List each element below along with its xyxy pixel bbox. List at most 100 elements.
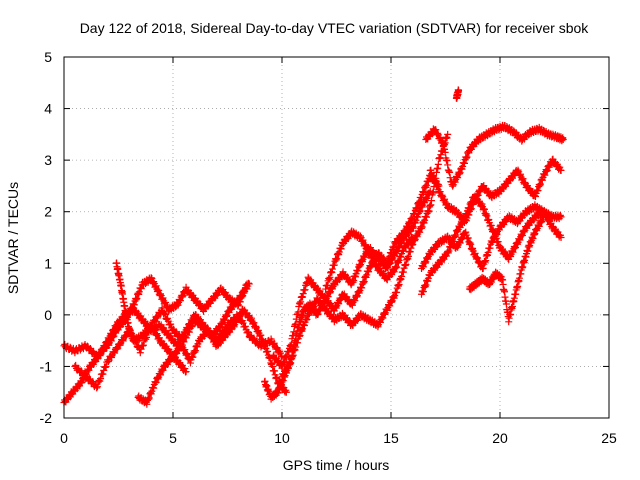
data-point-marker — [451, 232, 459, 240]
data-point-marker — [290, 347, 298, 355]
data-point-marker — [150, 318, 158, 326]
data-point-marker — [285, 348, 293, 356]
data-point-marker — [532, 193, 540, 201]
data-point-marker — [264, 347, 272, 355]
data-point-marker — [99, 370, 107, 378]
series-track-g — [269, 187, 434, 372]
data-point-marker — [259, 338, 267, 346]
data-point-marker — [409, 234, 417, 241]
data-point-marker — [334, 249, 342, 257]
data-point-marker — [556, 212, 564, 220]
data-point-marker — [457, 164, 465, 172]
data-point-marker — [429, 172, 437, 180]
data-point-marker — [536, 182, 544, 190]
series-track-n — [465, 213, 548, 326]
data-point-marker — [543, 167, 551, 175]
data-point-marker — [540, 213, 548, 221]
data-point-marker — [361, 272, 369, 280]
data-point-marker — [485, 216, 493, 224]
data-point-marker — [93, 384, 101, 392]
data-point-marker — [482, 252, 490, 260]
data-point-marker — [110, 327, 118, 335]
ticks-layer: 0 5 10 15 20 25 -2 -1 0 1 2 3 4 5 — [40, 49, 617, 446]
data-point-marker — [286, 342, 294, 350]
data-point-marker — [221, 316, 229, 324]
data-point-marker — [271, 367, 279, 375]
data-point-marker — [359, 236, 367, 244]
data-point-marker — [136, 349, 144, 357]
data-point-marker — [427, 197, 435, 205]
data-point-marker — [477, 201, 485, 209]
data-point-marker — [137, 345, 145, 353]
data-point-marker — [541, 171, 549, 179]
data-point-marker — [483, 212, 491, 220]
data-point-marker — [439, 138, 447, 146]
data-point-marker — [463, 153, 471, 161]
data-point-marker — [267, 359, 275, 367]
y-tick-label: 5 — [44, 49, 52, 65]
data-point-marker — [460, 159, 468, 167]
data-point-marker — [328, 265, 336, 273]
data-point-marker — [431, 178, 439, 186]
data-point-marker — [139, 342, 147, 350]
data-point-marker — [557, 166, 565, 174]
data-point-marker — [557, 213, 565, 221]
data-point-marker — [337, 245, 345, 253]
data-point-marker — [397, 253, 405, 261]
data-point-marker — [414, 213, 422, 221]
y-tick-label: -1 — [40, 358, 53, 374]
data-point-marker — [176, 297, 184, 305]
data-point-marker — [464, 234, 472, 242]
data-point-marker — [157, 290, 165, 298]
data-point-marker — [353, 293, 361, 301]
data-point-marker — [297, 326, 305, 334]
data-point-marker — [223, 312, 231, 320]
data-point-marker — [261, 343, 269, 351]
data-point-marker — [100, 366, 108, 374]
data-point-marker — [153, 312, 161, 320]
data-point-marker — [392, 264, 400, 272]
data-point-marker — [234, 297, 242, 305]
data-point-marker — [444, 130, 452, 138]
data-point-marker — [284, 362, 292, 370]
data-point-marker — [494, 238, 502, 246]
data-point-marker — [155, 334, 163, 342]
data-point-marker — [443, 157, 451, 165]
data-point-marker — [416, 228, 424, 236]
data-point-marker — [403, 254, 411, 262]
data-point-marker — [247, 314, 255, 322]
data-point-marker — [388, 298, 396, 306]
data-point-marker — [443, 134, 451, 142]
data-point-marker — [420, 188, 428, 196]
data-point-marker — [418, 223, 426, 231]
data-point-marker — [181, 333, 189, 341]
data-point-marker — [252, 322, 260, 330]
data-point-marker — [434, 129, 442, 137]
data-point-marker — [280, 371, 288, 379]
data-point-marker — [152, 282, 160, 290]
data-point-marker — [288, 352, 296, 360]
data-point-marker — [150, 384, 158, 392]
data-point-marker — [451, 177, 459, 185]
data-point-marker — [323, 282, 331, 290]
data-point-marker — [143, 400, 151, 408]
data-point-marker — [363, 244, 371, 252]
data-point-marker — [299, 290, 307, 298]
data-point-marker — [406, 248, 414, 256]
data-point-marker — [424, 208, 432, 216]
data-point-marker — [326, 273, 334, 281]
data-point-marker — [134, 289, 142, 297]
data-point-marker — [181, 365, 189, 373]
data-point-marker — [419, 263, 427, 271]
data-point-marker — [356, 262, 364, 270]
data-point-marker — [381, 310, 389, 318]
data-point-marker — [351, 273, 359, 281]
data-point-marker — [350, 277, 358, 285]
data-point-marker — [191, 347, 199, 355]
data-point-marker — [425, 207, 433, 215]
data-point-marker — [408, 214, 416, 222]
data-point-marker — [465, 205, 473, 213]
x-tick-label: 0 — [60, 430, 68, 446]
data-point-marker — [296, 331, 304, 339]
